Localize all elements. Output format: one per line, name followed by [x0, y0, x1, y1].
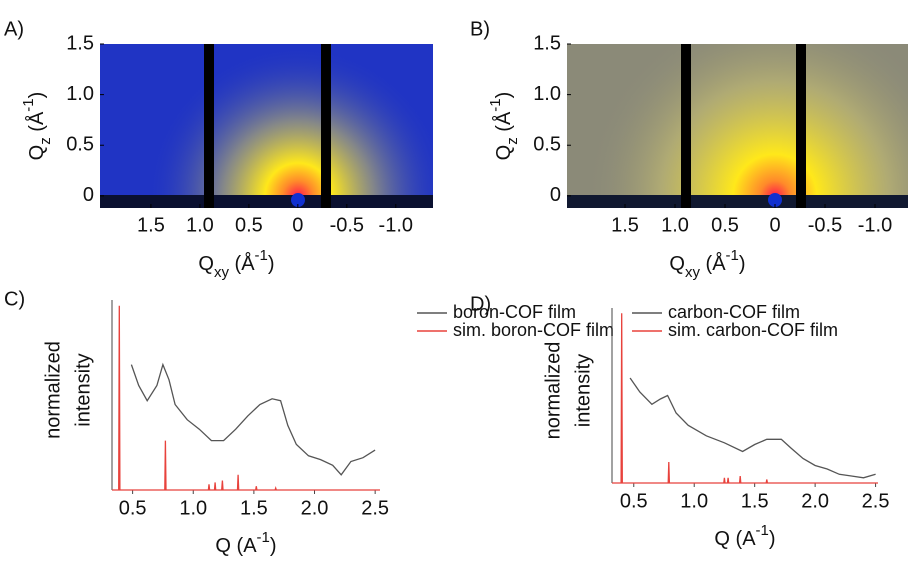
data-line [130, 362, 376, 476]
heatmap-b [567, 44, 908, 208]
x-tick-label: -1.0 [858, 214, 892, 236]
x-tick-label: 0.5 [711, 214, 739, 236]
y-axis-title-part: z [37, 137, 54, 145]
heatmap-a [100, 44, 433, 208]
legend-label: carbon-COF film [668, 302, 800, 322]
data-line [629, 377, 876, 479]
x-axis-title-part: ) [769, 528, 776, 550]
y-axis-title-part: -1 [20, 98, 37, 111]
y-tick-label: 1.0 [533, 83, 561, 105]
legend-label: boron-COF film [453, 302, 576, 322]
y-axis-title-part: (Å [25, 111, 48, 137]
x-axis-title-part: ) [270, 535, 277, 557]
x-tick-label: 1.5 [240, 497, 268, 519]
x-axis-title-part: -1 [257, 529, 270, 546]
x-axis-title-part: -1 [255, 247, 268, 264]
x-axis-title-part: ) [739, 253, 746, 275]
x-axis-title: Qxy (Å-1) [669, 247, 745, 281]
y-tick-label: 1.5 [66, 32, 94, 54]
panel-label: C) [4, 288, 25, 310]
x-tick-label: 1.0 [179, 497, 207, 519]
y-axis-title-part: ) [493, 92, 515, 99]
x-axis-title-part: xy [685, 264, 701, 281]
x-tick-label: 1.5 [137, 214, 165, 236]
panel-label: D) [470, 293, 491, 315]
panel-label: B) [470, 18, 490, 40]
y-tick-label: 0.5 [66, 134, 94, 156]
x-axis-title-part: (Å [700, 252, 726, 275]
x-tick-label: -0.5 [808, 214, 842, 236]
y-axis-title: Qz (Å-1) [20, 92, 54, 161]
legend: sim. boron-COF film [417, 320, 614, 340]
x-axis-title-part: Q [669, 253, 685, 275]
legend: sim. carbon-COF film [632, 320, 838, 340]
y-tick-label: 0.5 [533, 134, 561, 156]
legend: carbon-COF film [632, 302, 800, 322]
x-axis-title-part: ) [268, 253, 275, 275]
y-tick-label: 0 [83, 184, 94, 206]
x-axis-title: Qxy (Å-1) [198, 247, 274, 281]
y-axis-title: normalized [542, 342, 564, 440]
x-tick-label: 2.5 [862, 490, 890, 512]
y-axis-title-part: z [504, 137, 521, 145]
y-axis-title-part: Q [26, 145, 48, 161]
x-axis-title-part: xy [214, 264, 230, 281]
x-axis-title-part: (Å [229, 252, 255, 275]
legend: boron-COF film [417, 302, 576, 322]
y-axis-title: Qz (Å-1) [487, 92, 521, 161]
y-axis-title: intensity [72, 353, 94, 426]
x-tick-label: 1.0 [661, 214, 689, 236]
y-tick-label: 1.5 [533, 32, 561, 54]
x-tick-label: -1.0 [379, 214, 413, 236]
x-tick-label: 0.5 [235, 214, 263, 236]
y-axis-title-part: -1 [487, 98, 504, 111]
y-axis-title: normalized [42, 341, 64, 439]
x-tick-label: 0.5 [620, 490, 648, 512]
legend-label: sim. carbon-COF film [668, 320, 838, 340]
y-axis-title-part: ) [26, 92, 48, 99]
y-tick-label: 1.0 [66, 83, 94, 105]
x-tick-label: 1.5 [741, 490, 769, 512]
x-axis-title-part: -1 [726, 247, 739, 264]
x-tick-label: 1.5 [611, 214, 639, 236]
y-axis-title-part: (Å [492, 111, 515, 137]
data-line [612, 313, 878, 484]
panel-label: A) [4, 18, 24, 40]
x-tick-label: 2.0 [801, 490, 829, 512]
x-tick-label: -0.5 [330, 214, 364, 236]
x-tick-label: 0 [769, 214, 780, 236]
x-tick-label: 1.0 [186, 214, 214, 236]
x-axis-title-part: -1 [756, 522, 769, 539]
y-tick-label: 0 [550, 184, 561, 206]
x-axis-title: Q (A-1) [215, 529, 276, 557]
x-tick-label: 0.5 [119, 497, 147, 519]
x-tick-label: 0 [292, 214, 303, 236]
data-line [112, 305, 380, 491]
x-tick-label: 2.0 [301, 497, 329, 519]
x-tick-label: 1.0 [680, 490, 708, 512]
x-axis-title: Q (A-1) [714, 522, 775, 550]
x-tick-label: 2.5 [361, 497, 389, 519]
y-axis-title-part: Q [493, 145, 515, 161]
x-axis-title-part: Q (A [714, 528, 756, 550]
x-axis-title-part: Q (A [215, 535, 257, 557]
x-axis-title-part: Q [198, 253, 214, 275]
y-axis-title: intensity [572, 354, 594, 427]
legend-label: sim. boron-COF film [453, 320, 614, 340]
